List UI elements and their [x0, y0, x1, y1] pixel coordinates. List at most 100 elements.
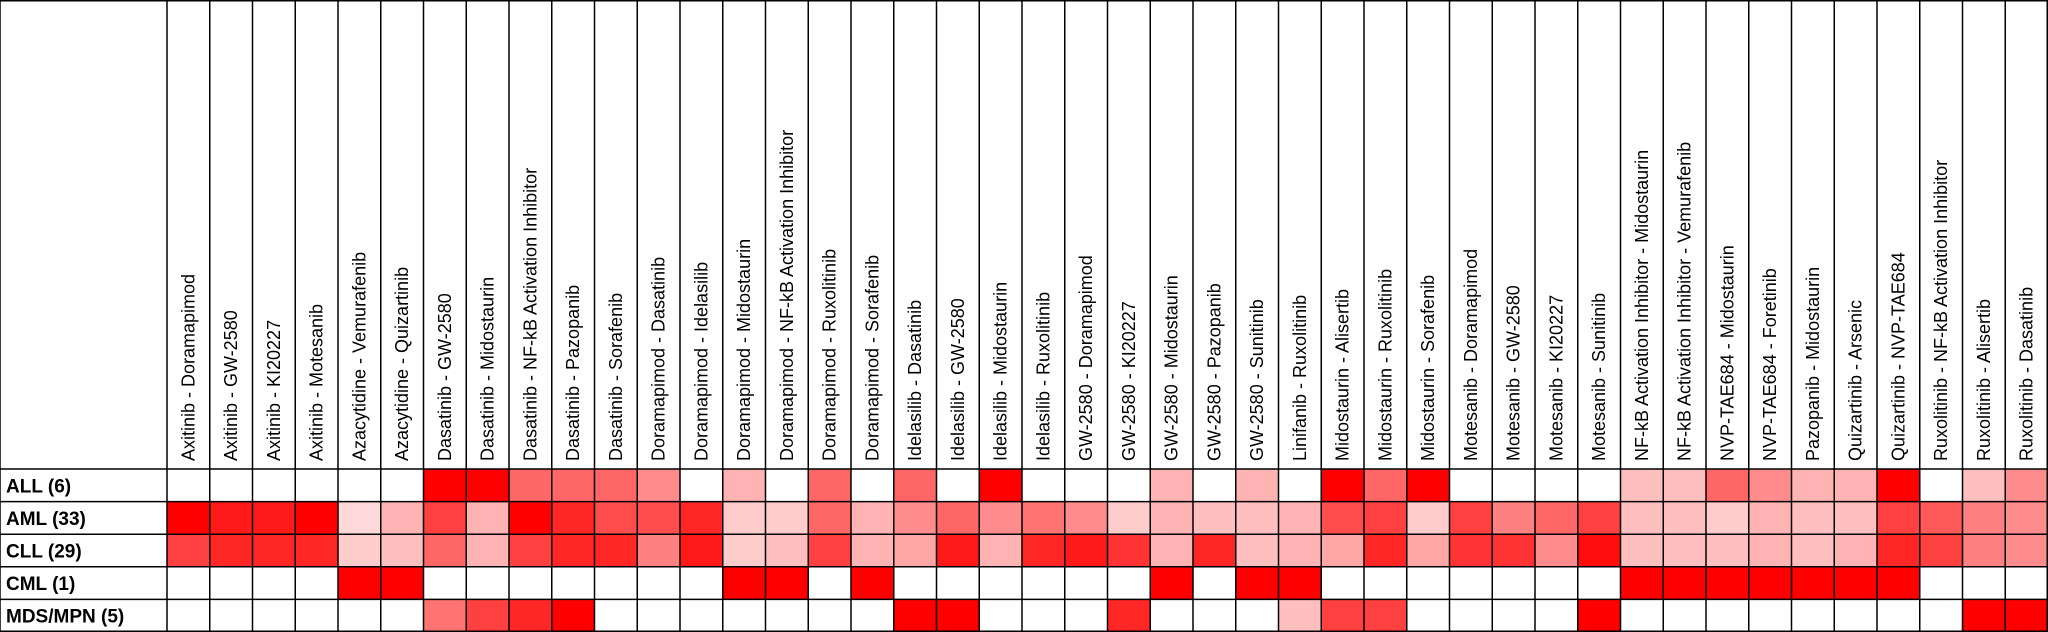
- heatmap-cell: [1791, 599, 1835, 632]
- heatmap-cell: [1919, 566, 1963, 600]
- heatmap-cell: [1791, 566, 1835, 600]
- column-label: Motesanib - GW-2580: [1504, 285, 1524, 461]
- heatmap-cell: [209, 501, 253, 535]
- column-label: Axitinib - Motesanib: [307, 304, 327, 461]
- heatmap-cell: [466, 566, 509, 600]
- heatmap-cell: [1235, 566, 1279, 600]
- heatmap-cell: [1150, 599, 1193, 632]
- heatmap-cell: [1321, 566, 1364, 600]
- heatmap-cell: [1150, 469, 1193, 502]
- heatmap-cell: [167, 534, 210, 567]
- heatmap-cell: [722, 566, 766, 600]
- heatmap-cell: [423, 469, 467, 502]
- column-label: Doramapimod - Idelasilib: [691, 262, 711, 461]
- column-label: Idelasilib - Midostaurin: [991, 282, 1011, 461]
- row-label: CLL (29): [6, 542, 82, 563]
- heatmap-cell: [1449, 599, 1493, 632]
- column-label: Dasatinib - NF-kB Activation Inhibitor: [520, 168, 540, 461]
- heatmap-cell: [551, 469, 595, 502]
- heatmap-cell: [1834, 599, 1877, 632]
- heatmap-cell: [1791, 469, 1835, 502]
- heatmap-cell: [551, 599, 595, 632]
- heatmap-cell: [1364, 599, 1407, 632]
- heatmap-cell: [167, 469, 210, 502]
- heatmap-cell: [1150, 501, 1193, 535]
- column-label: GW-2580 - Doramapimod: [1076, 255, 1096, 461]
- heatmap-cell: [1278, 469, 1322, 502]
- heatmap-cell: [509, 534, 552, 567]
- heatmap-cell: [1748, 501, 1792, 535]
- heatmap-cell: [423, 566, 467, 600]
- heatmap-cell: [1364, 534, 1407, 567]
- heatmap-cell: [509, 566, 552, 600]
- heatmap-cell: [466, 534, 509, 567]
- heatmap-cell: [637, 501, 680, 535]
- heatmap-cell: [1577, 534, 1621, 567]
- heatmap-cell: [1748, 534, 1792, 567]
- heatmap-cell: [1364, 501, 1407, 535]
- heatmap-cell: [338, 501, 381, 535]
- heatmap-cell: [893, 534, 937, 567]
- heatmap-cell: [893, 501, 937, 535]
- column-label: Azacytidine - Quizartinib: [392, 267, 412, 461]
- heatmap-cell: [1193, 599, 1236, 632]
- column-label: Midostaurin - Sorafenib: [1418, 275, 1438, 461]
- heatmap-cell: [936, 566, 980, 600]
- heatmap-cell: [1107, 534, 1151, 567]
- heatmap-cell: [380, 566, 424, 600]
- heatmap-cell: [1877, 469, 1920, 502]
- heatmap-cell: [808, 599, 851, 632]
- heatmap-cell: [509, 599, 552, 632]
- column-label: Quizartinib - NVP-TAE684: [1888, 252, 1908, 461]
- heatmap-cell: [551, 566, 595, 600]
- heatmap-cell: [637, 534, 680, 567]
- heatmap-cell: [1834, 534, 1877, 567]
- heatmap-cell: [167, 566, 210, 600]
- heatmap-cell: [252, 599, 296, 632]
- row-label: MDS/MPN (5): [6, 607, 124, 628]
- heatmap-cell: [2005, 599, 2048, 632]
- heatmap-cell: [1064, 599, 1108, 632]
- heatmap-cell: [1877, 599, 1920, 632]
- heatmap-cell: [1278, 599, 1322, 632]
- heatmap-cell: [1962, 599, 2006, 632]
- heatmap-cell: [338, 534, 381, 567]
- heatmap-cell: [722, 599, 766, 632]
- column-label: Dasatinib - Sorafenib: [606, 293, 626, 461]
- heatmap-cell: [1620, 501, 1664, 535]
- heatmap-cell: [1235, 599, 1279, 632]
- heatmap-cell: [466, 599, 509, 632]
- heatmap-cell: [1107, 599, 1151, 632]
- column-label: Ruxolitinib - Alisertib: [1974, 299, 1994, 461]
- heatmap-cell: [1834, 566, 1877, 600]
- heatmap-cell: [936, 501, 980, 535]
- heatmap-cell: [1877, 566, 1920, 600]
- heatmap-cell: [1449, 469, 1493, 502]
- heatmap-cell: [1321, 469, 1364, 502]
- heatmap-cell: [765, 469, 809, 502]
- heatmap-cell: [2005, 469, 2048, 502]
- heatmap-cell: [295, 469, 338, 502]
- heatmap-cell: [1278, 534, 1322, 567]
- heatmap-cell: [851, 534, 894, 567]
- heatmap-cell: [380, 501, 424, 535]
- column-label: Motesanib - Sunitinib: [1589, 293, 1609, 461]
- heatmap-cell: [680, 469, 723, 502]
- heatmap-cell: [1364, 566, 1407, 600]
- column-label: Doramapimod - Midostaurin: [734, 239, 754, 461]
- heatmap-cell: [1278, 501, 1322, 535]
- heatmap-cell: [1919, 469, 1963, 502]
- column-label: Doramapimod - Dasatinib: [649, 257, 669, 461]
- heatmap-cell: [167, 501, 210, 535]
- heatmap-cell: [1022, 599, 1065, 632]
- heatmap-cell: [1492, 501, 1535, 535]
- heatmap-cell: [893, 599, 937, 632]
- column-label: Dasatinib - Pazopanib: [563, 285, 583, 461]
- row-labels: ALL (6) AML (33) CLL (29) CML (1) MDS/MPN (5…: [6, 476, 124, 627]
- heatmap-cell: [979, 501, 1022, 535]
- heatmap-cell: [423, 534, 467, 567]
- heatmap-cell: [1321, 501, 1364, 535]
- heatmap-cell: [722, 469, 766, 502]
- column-labels: Axitinib - Doramapimod Axitinib - GW-2580…: [178, 130, 2036, 461]
